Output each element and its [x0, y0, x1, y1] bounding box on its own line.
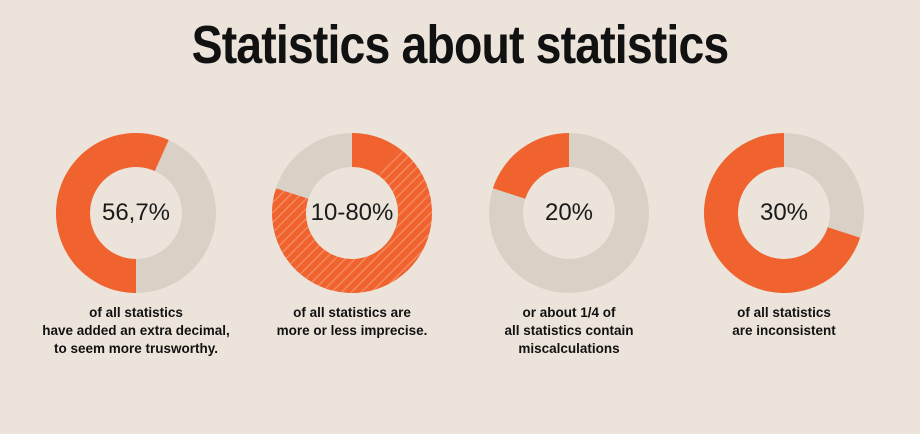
donut-center-label: 30% — [759, 199, 809, 226]
caption-line: more or less imprecise. — [276, 323, 428, 338]
caption-line: all statistics contain — [504, 323, 634, 338]
donut-chart-2: 10-80% — [272, 133, 432, 293]
caption-line: of all statistics — [89, 305, 183, 320]
donut-chart-4: 30% — [704, 133, 864, 293]
donut-svg — [56, 133, 216, 293]
donut-svg — [489, 133, 649, 293]
page-title: Statistics about statistics — [191, 15, 730, 75]
caption-line: of all statistics are — [293, 305, 411, 320]
donut-svg — [272, 133, 432, 293]
donut-center-label: 10-80% — [310, 199, 394, 226]
donut-chart-1: 56,7% — [56, 133, 216, 293]
caption-line: or about 1/4 of — [522, 305, 616, 320]
donut-caption-2: of all statistics are more or less impre… — [237, 304, 467, 340]
donut-segment — [492, 133, 569, 199]
caption-line: of all statistics — [737, 305, 831, 320]
donut-segment — [56, 133, 169, 293]
caption-line: are inconsistent — [732, 323, 836, 338]
caption-line: to seem more trusworthy. — [53, 341, 219, 356]
caption-line: miscalculations — [518, 341, 620, 356]
donut-segment-hatched — [272, 148, 432, 293]
donut-center-label: 20% — [544, 199, 594, 226]
donut-segment — [352, 133, 400, 176]
donut-center-label: 56,7% — [101, 199, 171, 226]
donut-svg — [704, 133, 864, 293]
donut-caption-3: or about 1/4 of all statistics contain m… — [454, 304, 684, 358]
caption-line: have added an extra decimal, — [42, 323, 230, 338]
donut-chart-3: 20% — [489, 133, 649, 293]
donut-segment — [704, 133, 861, 293]
donut-caption-4: of all statistics are inconsistent — [669, 304, 899, 340]
donut-caption-1: of all statistics have added an extra de… — [21, 304, 251, 358]
